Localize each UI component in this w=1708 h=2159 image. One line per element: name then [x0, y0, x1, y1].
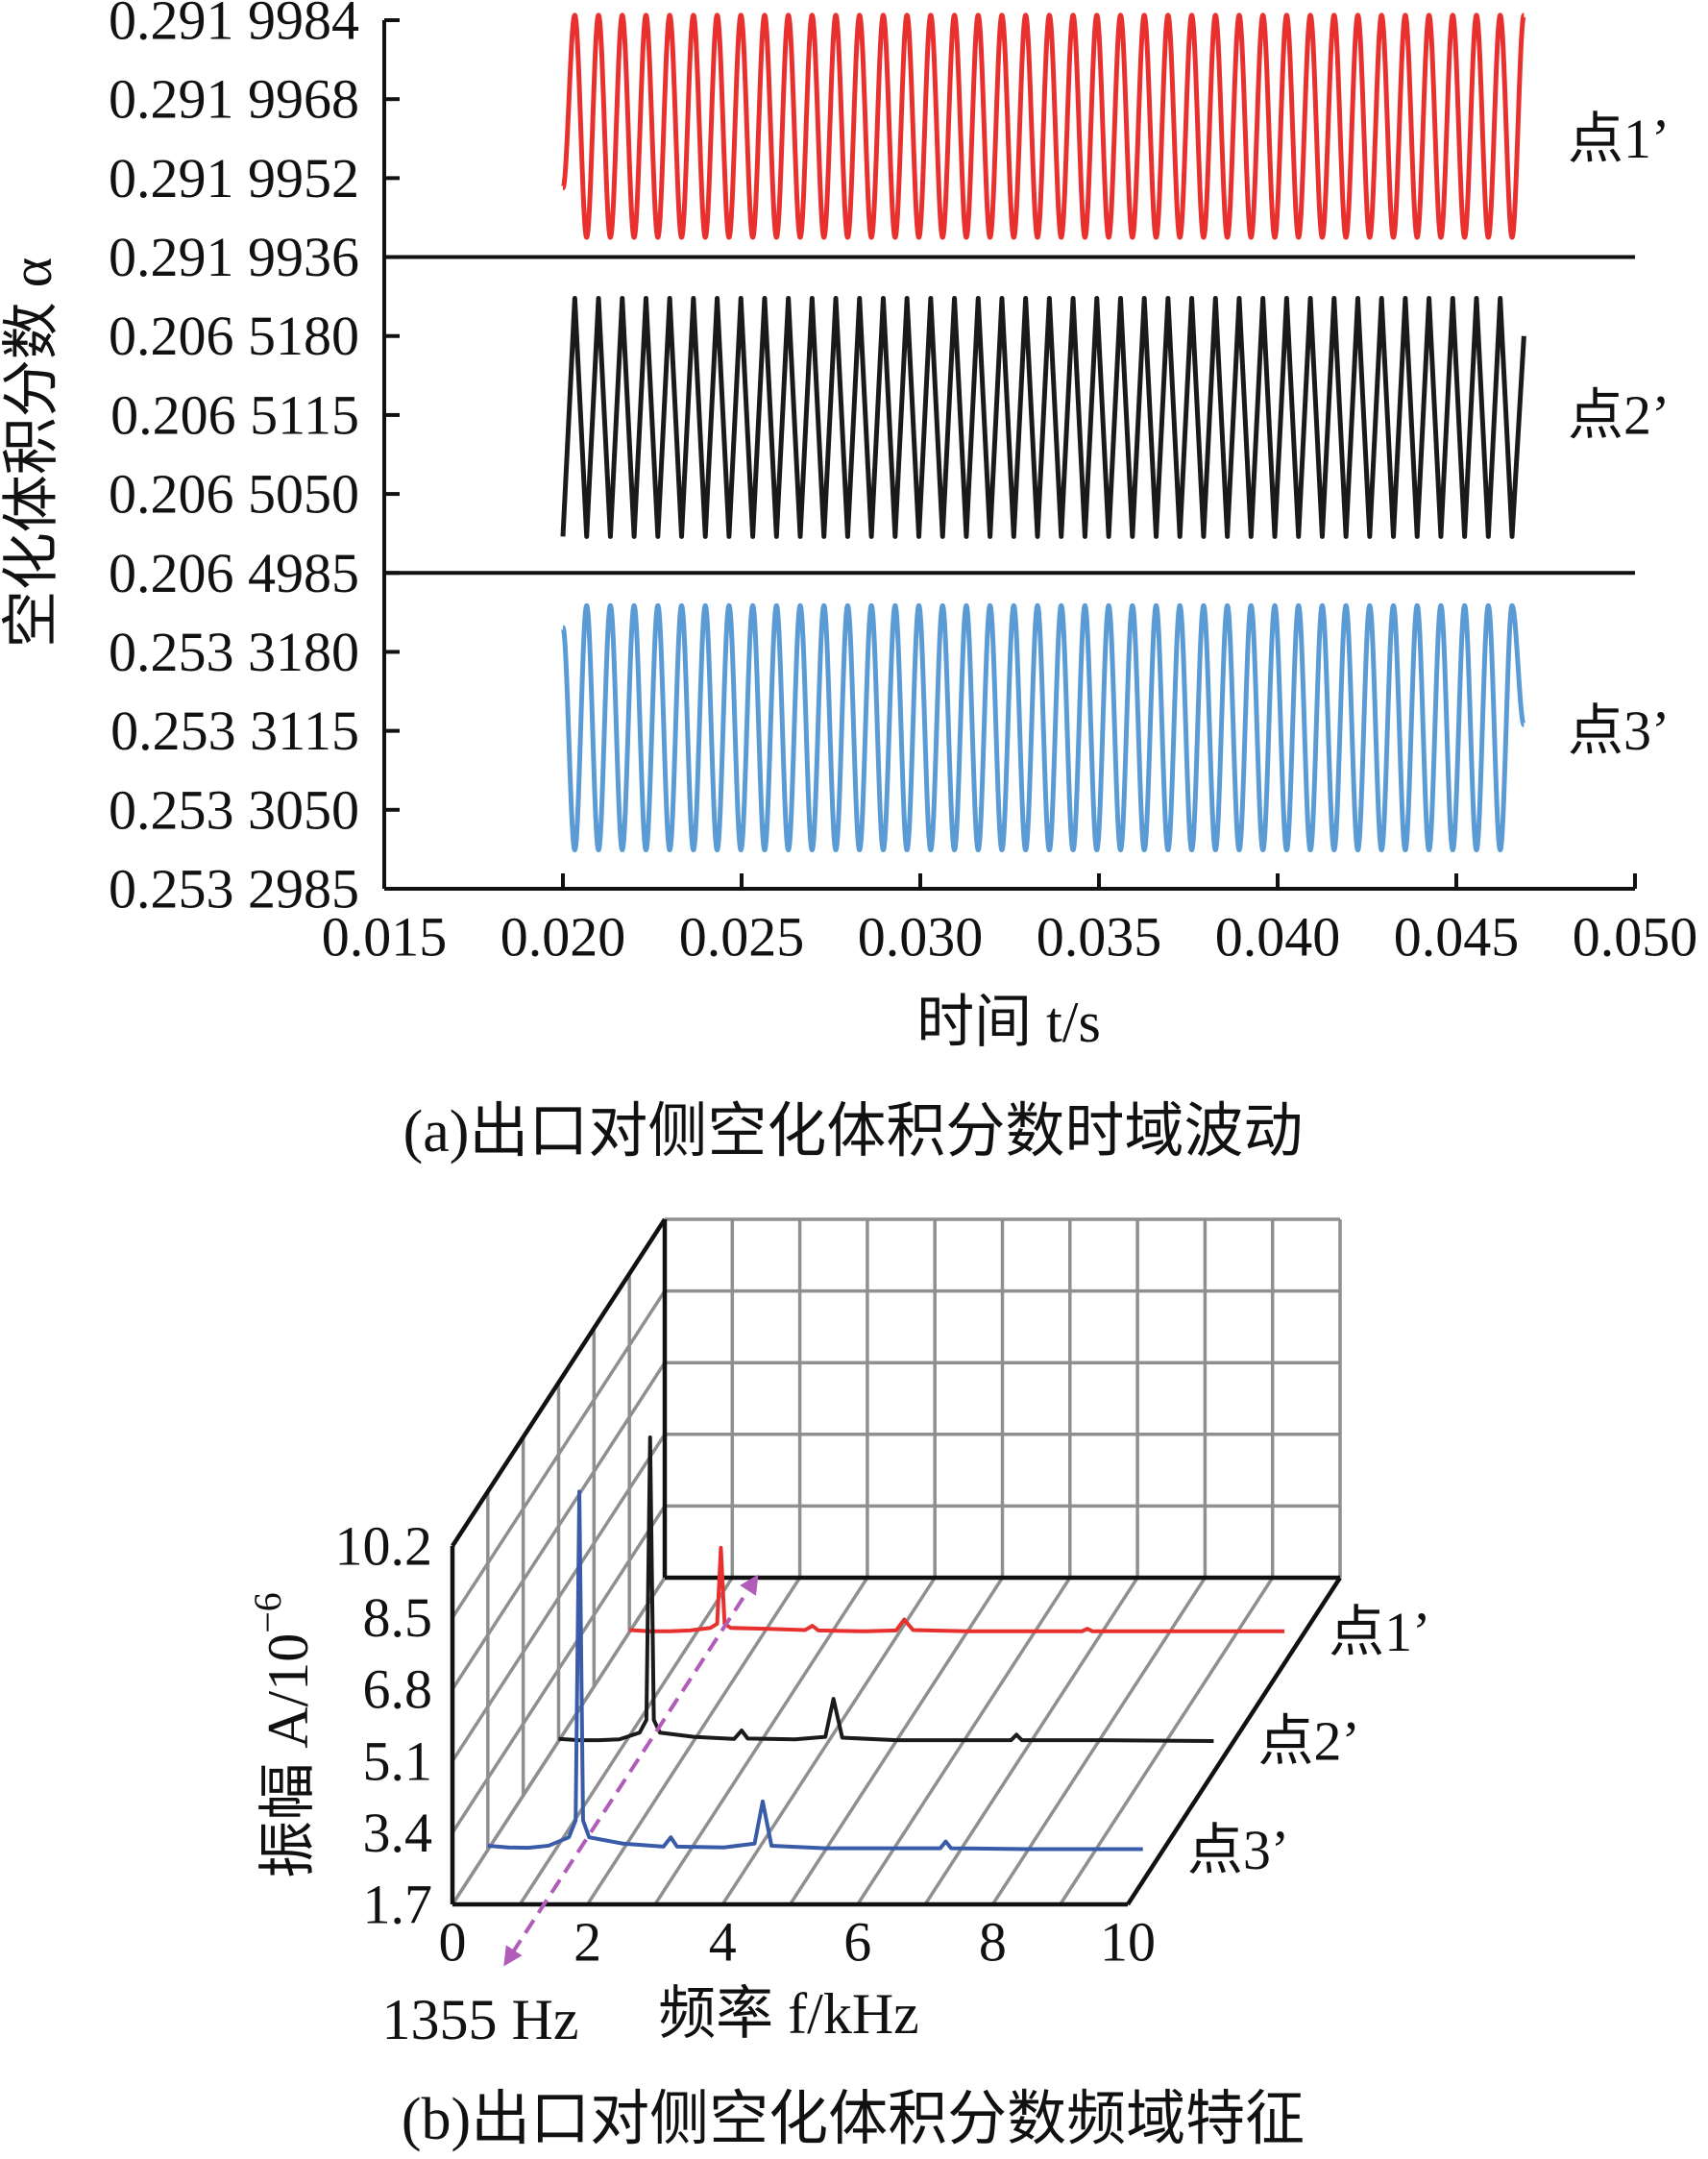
y-tick-label: 5.1	[363, 1730, 433, 1792]
caption: (b)出口对侧空化体积分数频域特征	[402, 2087, 1305, 2152]
series-label: 点1’	[1568, 108, 1670, 170]
series-line	[560, 602, 1526, 853]
x-tick-label: 0.025	[679, 906, 805, 969]
series-line	[560, 296, 1526, 539]
floor-grid-line	[653, 1577, 869, 1905]
frame-edge	[1126, 1576, 1342, 1906]
x-tick-label: 0.050	[1573, 906, 1698, 969]
y-tick-label: 0.253 2985	[109, 858, 359, 920]
x-tick-label: 0.040	[1215, 906, 1341, 969]
x-tick-label: 0.030	[858, 906, 984, 969]
x-tick-label: 6	[843, 1911, 871, 1974]
y-tick-label: 8.5	[363, 1586, 433, 1649]
x-tick-label: 0.020	[500, 906, 626, 969]
x-tick-label: 4	[709, 1911, 737, 1974]
series-label: 点3’	[1187, 1819, 1289, 1881]
y-axis-label-main: 振幅 A/10	[256, 1633, 320, 1878]
y-tick-label: 0.291 9984	[109, 0, 359, 52]
x-tick-label: 2	[573, 1911, 601, 1974]
x-tick-label: 0.015	[322, 906, 448, 969]
series-label: 点2’	[1258, 1710, 1360, 1773]
x-axis-label: 时间 t/s	[916, 991, 1101, 1054]
y-tick-label: 0.253 3180	[109, 621, 359, 683]
y-tick-label: 0.291 9936	[109, 226, 359, 288]
y-axis-label: 空化体积分数 α	[0, 258, 63, 648]
frame-edge	[451, 1217, 667, 1548]
floor-grid-line	[518, 1577, 734, 1905]
y-tick-label: 0.206 5115	[110, 383, 359, 446]
x-tick-label: 0.035	[1037, 906, 1162, 969]
x-tick-label: 0	[439, 1911, 467, 1974]
y-tick-label: 0.206 4985	[109, 542, 359, 604]
y-tick-label: 0.291 9952	[109, 147, 359, 209]
x-tick-label: 10	[1100, 1911, 1156, 1974]
x-tick-label: 8	[979, 1911, 1007, 1974]
y-axis-label-exponent: −6	[246, 1592, 289, 1633]
y-axis-label: 振幅 A/10−6	[246, 1592, 321, 1878]
y-tick-label: 0.206 5180	[109, 305, 359, 367]
y-tick-label: 0.206 5050	[109, 463, 359, 526]
series-label: 点1’	[1329, 1601, 1430, 1663]
series-label: 点2’	[1568, 383, 1670, 446]
y-tick-label: 3.4	[363, 1802, 433, 1864]
y-tick-label: 0.253 3115	[110, 699, 359, 762]
y-tick-label: 1.7	[363, 1874, 433, 1936]
y-tick-label: 10.2	[335, 1515, 433, 1578]
series-line	[560, 12, 1526, 240]
caption: (a)出口对侧空化体积分数时域波动	[403, 1099, 1304, 1165]
spectrum-line	[487, 1489, 1143, 1852]
y-tick-label: 0.291 9968	[109, 68, 359, 131]
series-label: 点3’	[1568, 699, 1670, 762]
x-axis-label: 频率 f/kHz	[658, 1982, 919, 2046]
y-tick-label: 6.8	[363, 1658, 433, 1721]
x-tick-label: 0.045	[1394, 906, 1520, 969]
annotation: 1355 Hz	[382, 1988, 579, 2051]
y-tick-label: 0.253 3050	[109, 778, 359, 841]
annotation-arrow	[503, 1574, 759, 1967]
